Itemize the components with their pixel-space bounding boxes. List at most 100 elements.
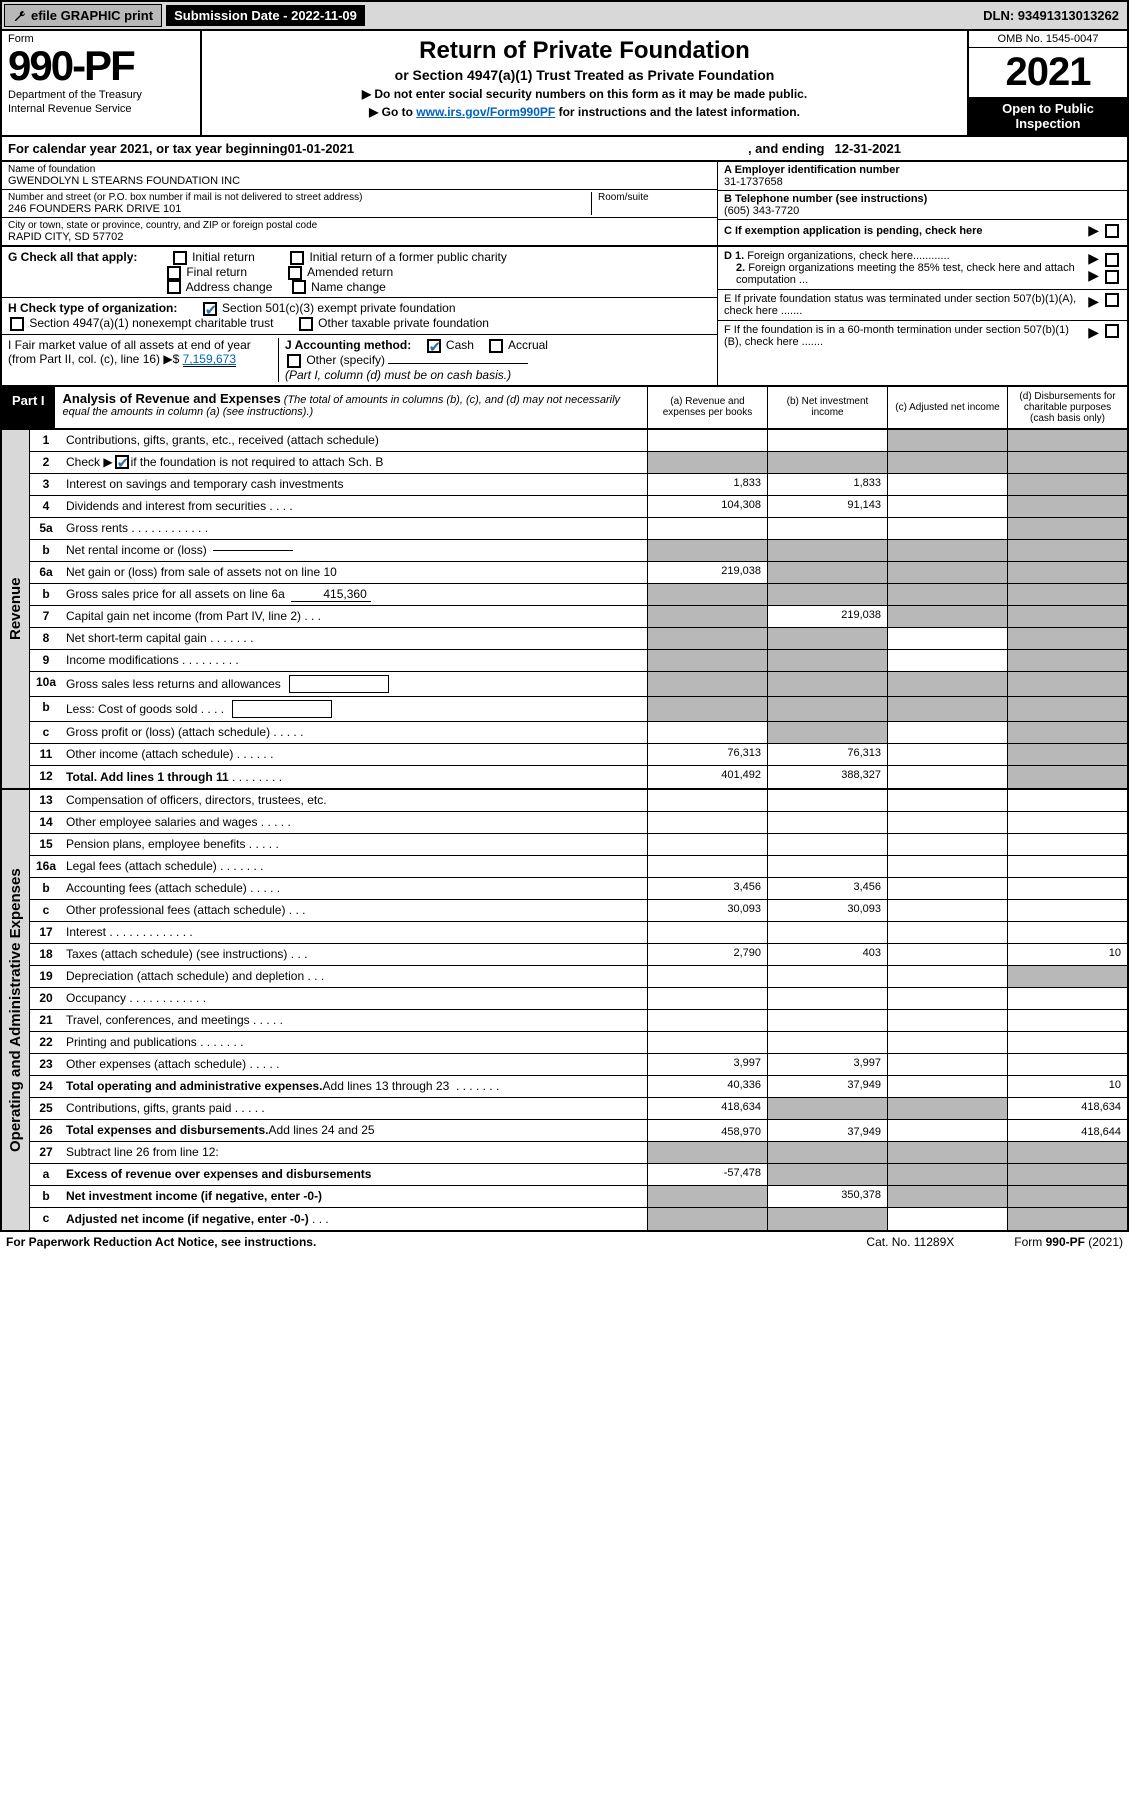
opex-side-label: Operating and Administrative Expenses [2, 790, 30, 1230]
d1-checkbox[interactable] [1105, 253, 1119, 267]
cell-d [1007, 1054, 1127, 1075]
row-num: 11 [30, 744, 62, 765]
irs-link[interactable]: www.irs.gov/Form990PF [416, 105, 555, 119]
efile-print-button[interactable]: efile GRAPHIC print [4, 4, 162, 27]
name-block: Name of foundation GWENDOLYN L STEARNS F… [0, 162, 1129, 247]
c-checkbox[interactable] [1105, 224, 1119, 238]
cell-c [887, 474, 1007, 495]
row-num: 16a [30, 856, 62, 877]
cell-b [767, 562, 887, 583]
row-num: 18 [30, 944, 62, 965]
cell-d [1007, 1164, 1127, 1185]
schb-checkbox[interactable] [115, 455, 129, 469]
open-public-badge: Open to Public Inspection [969, 97, 1127, 135]
dln-label: DLN: 93491313013262 [983, 8, 1125, 23]
cell-c [887, 452, 1007, 473]
row-num: b [30, 540, 62, 561]
f-checkbox[interactable] [1105, 324, 1119, 338]
cell-a [647, 606, 767, 627]
cell-b [767, 697, 887, 721]
h1-checkbox[interactable] [203, 302, 217, 316]
cell-c [887, 606, 1007, 627]
row-num: 1 [30, 430, 62, 451]
address-value: 246 FOUNDERS PARK DRIVE 101 [8, 203, 591, 215]
row-num: 5a [30, 518, 62, 539]
row-num: 8 [30, 628, 62, 649]
j-other-checkbox[interactable] [287, 354, 301, 368]
cell-b: 3,456 [767, 878, 887, 899]
cell-a: 3,997 [647, 1054, 767, 1075]
row-desc: Subtract line 26 from line 12: [62, 1142, 647, 1163]
cell-b [767, 922, 887, 943]
arrow-icon: ▶ [1088, 293, 1099, 310]
cell-b: 3,997 [767, 1054, 887, 1075]
g3-checkbox[interactable] [167, 266, 181, 280]
row-desc: Income modifications . . . . . . . . . [62, 650, 647, 671]
gross-sales-value: 415,360 [291, 587, 371, 602]
row-desc: Other income (attach schedule) . . . . .… [62, 744, 647, 765]
j-accrual-checkbox[interactable] [489, 339, 503, 353]
d2-checkbox[interactable] [1105, 270, 1119, 284]
cell-b [767, 966, 887, 987]
part1-title-strong: Analysis of Revenue and Expenses [63, 391, 281, 406]
tel-label: B Telephone number (see instructions) [724, 193, 1121, 205]
cell-a: 40,336 [647, 1076, 767, 1097]
f-label: F If the foundation is in a 60-month ter… [724, 324, 1084, 348]
cell-b [767, 540, 887, 561]
form-note-2: ▶ Go to www.irs.gov/Form990PF for instru… [212, 105, 957, 119]
e-checkbox[interactable] [1105, 293, 1119, 307]
col-b-header: (b) Net investment income [767, 387, 887, 428]
cell-c [887, 1098, 1007, 1119]
footer-catno: Cat. No. 11289X [866, 1235, 954, 1249]
revenue-table: Revenue 1Contributions, gifts, grants, e… [0, 430, 1129, 790]
g2-label: Initial return of a former public charit… [309, 250, 506, 264]
cell-a [647, 856, 767, 877]
part1-badge: Part I [2, 387, 55, 428]
cell-c [887, 562, 1007, 583]
ein-cell: A Employer identification number 31-1737… [718, 162, 1127, 191]
g6-checkbox[interactable] [292, 280, 306, 294]
row-desc: Contributions, gifts, grants paid . . . … [62, 1098, 647, 1119]
row-desc: Interest . . . . . . . . . . . . . [62, 922, 647, 943]
opex-table: Operating and Administrative Expenses 13… [0, 790, 1129, 1232]
g4-label: Amended return [307, 265, 393, 279]
cell-a: 418,634 [647, 1098, 767, 1119]
cell-b: 37,949 [767, 1076, 887, 1097]
row-desc: Gross sales less returns and allowances [62, 672, 647, 696]
row-num: b [30, 584, 62, 605]
cell-c [887, 966, 1007, 987]
g2-checkbox[interactable] [290, 251, 304, 265]
arrow-icon: ▶ [1088, 250, 1099, 266]
g6-label: Name change [311, 280, 386, 294]
cell-a [647, 584, 767, 605]
row-desc: Adjusted net income (if negative, enter … [62, 1208, 647, 1230]
j2-label: Accrual [508, 338, 548, 352]
row-desc: Capital gain net income (from Part IV, l… [62, 606, 647, 627]
cell-a: 1,833 [647, 474, 767, 495]
fmv-value[interactable]: 7,159,673 [183, 352, 236, 367]
cell-b: 388,327 [767, 766, 887, 788]
cell-d [1007, 540, 1127, 561]
cell-c [887, 628, 1007, 649]
h2-checkbox[interactable] [10, 317, 24, 331]
j-cash-checkbox[interactable] [427, 339, 441, 353]
g1-checkbox[interactable] [173, 251, 187, 265]
row-desc: Travel, conferences, and meetings . . . … [62, 1010, 647, 1031]
row-num: 21 [30, 1010, 62, 1031]
city-value: RAPID CITY, SD 57702 [8, 231, 711, 243]
cell-c [887, 766, 1007, 788]
row-desc: Depreciation (attach schedule) and deple… [62, 966, 647, 987]
g5-checkbox[interactable] [167, 280, 181, 294]
arrow-icon: ▶ [1088, 267, 1099, 283]
arrow-icon: ▶ [1088, 222, 1099, 239]
row-num: 17 [30, 922, 62, 943]
h3-checkbox[interactable] [299, 317, 313, 331]
cell-a [647, 790, 767, 811]
cell-b [767, 856, 887, 877]
g4-checkbox[interactable] [288, 266, 302, 280]
cell-d [1007, 1032, 1127, 1053]
cell-c [887, 1164, 1007, 1185]
cell-c [887, 1120, 1007, 1141]
cell-a [647, 1208, 767, 1230]
h1-label: Section 501(c)(3) exempt private foundat… [222, 301, 455, 315]
